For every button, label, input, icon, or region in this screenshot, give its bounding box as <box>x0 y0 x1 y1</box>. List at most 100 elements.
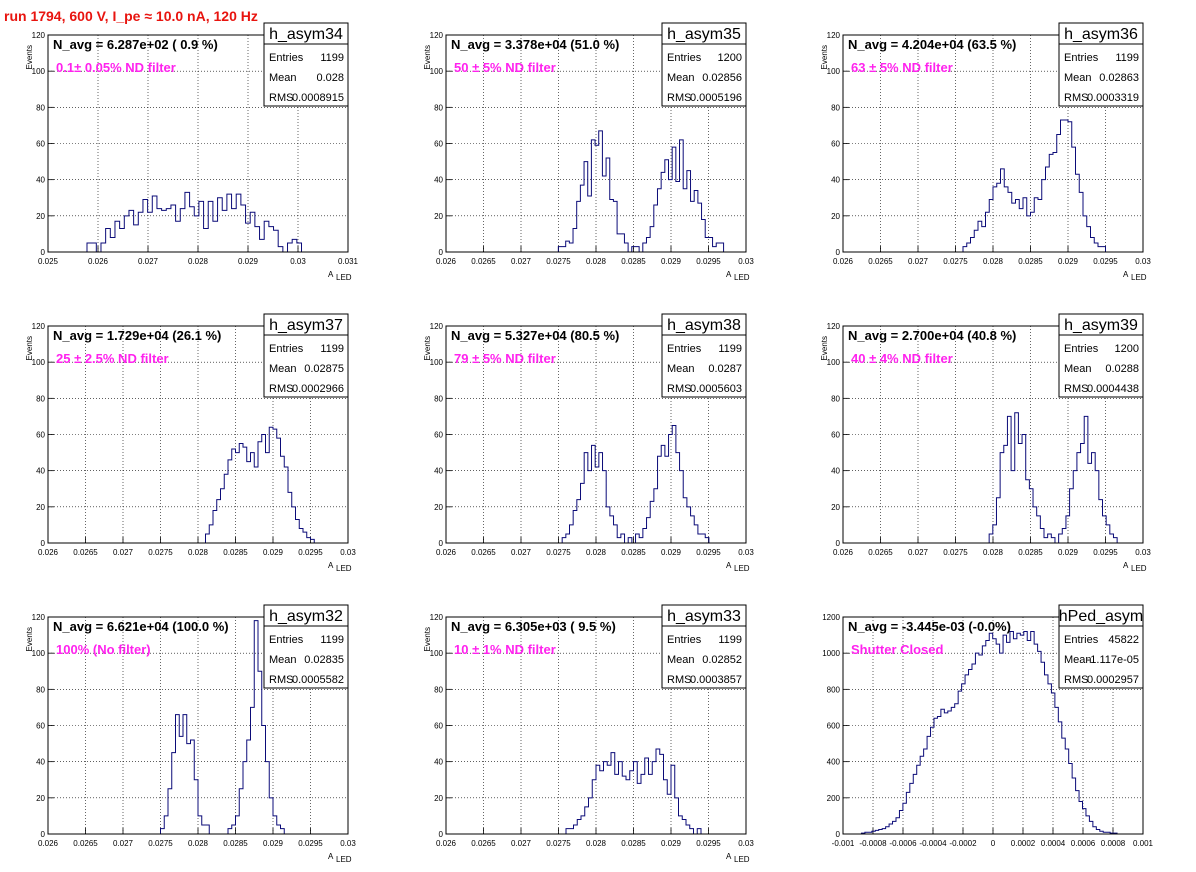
navg-label: N_avg = 5.327e+04 (80.5 %) <box>451 328 619 343</box>
y-axis-label: Events <box>423 336 432 360</box>
x-tick-label: 0.029 <box>1058 257 1079 266</box>
y-axis-label: Events <box>820 336 829 360</box>
stats-label: Entries <box>1064 343 1099 355</box>
x-tick-label: 0.001 <box>1133 839 1154 848</box>
y-tick-label: 120 <box>430 322 444 331</box>
stats-label: Entries <box>1064 634 1099 646</box>
stats-value: 0.0002957 <box>1087 674 1139 686</box>
x-tick-label: 0.0285 <box>621 839 646 848</box>
x-tick-label: 0.028 <box>983 548 1004 557</box>
histogram-panel-h_asym32: 0.026 0.0265 0.027 0.0275 0.028 0.0285 0.029 0.… <box>25 604 356 864</box>
y-tick-label: 100 <box>32 358 46 367</box>
stats-label: RMS <box>269 674 293 686</box>
y-tick-label: 20 <box>831 503 840 512</box>
stats-label: RMS <box>1064 383 1088 395</box>
x-tick-label: -0.0002 <box>949 839 977 848</box>
y-tick-label: 100 <box>430 649 444 658</box>
y-tick-label: 80 <box>36 394 45 403</box>
filter-label: 79 ± 5% ND filter <box>454 351 556 366</box>
y-tick-label: 40 <box>434 758 443 767</box>
stats-value: -1.117e-05 <box>1087 654 1139 666</box>
y-tick-label: 0 <box>41 830 46 839</box>
stats-value: 45822 <box>1108 634 1139 646</box>
histogram-name: h_asym35 <box>667 26 741 43</box>
y-tick-label: 80 <box>434 394 443 403</box>
x-tick-label: 0.0265 <box>471 257 496 266</box>
histogram-name: h_asym36 <box>1064 26 1138 43</box>
x-tick-label: 0.027 <box>511 548 532 557</box>
y-tick-label: 80 <box>831 394 840 403</box>
navg-label: N_avg = 6.287e+02 ( 0.9 %) <box>53 37 218 52</box>
x-tick-label: 0.0275 <box>546 257 571 266</box>
stats-value: 0.0008915 <box>292 92 344 104</box>
stats-label: Entries <box>667 343 702 355</box>
x-tick-label: 0.0275 <box>148 839 173 848</box>
y-axis-label: Events <box>25 627 34 651</box>
x-tick-label: 0.026 <box>436 257 457 266</box>
x-tick-label: 0.031 <box>338 257 359 266</box>
stats-value: 1199 <box>1115 52 1139 64</box>
x-tick-label: 0.0002 <box>1011 839 1036 848</box>
x-tick-label: 0.0285 <box>223 548 248 557</box>
x-axis-label: A <box>328 561 334 570</box>
x-tick-label: 0.0275 <box>546 839 571 848</box>
stats-value: 0.0005196 <box>690 92 742 104</box>
x-tick-label: 0.0265 <box>471 548 496 557</box>
histogram-series <box>554 748 728 835</box>
plot-frame <box>445 325 747 544</box>
navg-label: N_avg = -3.445e-03 (-0.0%) <box>848 619 1011 634</box>
stats-label: Mean <box>1064 363 1092 375</box>
stats-value: 1200 <box>718 52 742 64</box>
x-tick-label: 0.0275 <box>546 548 571 557</box>
x-tick-label: 0.026 <box>88 257 109 266</box>
histogram-panel-hPed_asym: -0.001 -0.0008 -0.0006 -0.0004 -0.0002 0 0.000… <box>822 604 1154 848</box>
histogram-name: h_asym32 <box>269 608 343 625</box>
plot-frame <box>842 34 1144 253</box>
y-tick-label: 400 <box>827 758 841 767</box>
x-axis-label: A <box>726 852 732 861</box>
stats-value: 0.0002966 <box>292 383 344 395</box>
filter-label: 10 ± 1% ND filter <box>454 642 556 657</box>
y-tick-label: 40 <box>831 176 840 185</box>
x-tick-label: 0.0285 <box>1018 257 1043 266</box>
histogram-name: h_asym33 <box>667 608 741 625</box>
x-tick-label: 0.028 <box>586 839 607 848</box>
plot-frame <box>842 325 1144 544</box>
x-tick-label: 0.027 <box>113 839 134 848</box>
x-tick-label: 0.03 <box>1135 548 1151 557</box>
stats-box <box>263 22 349 107</box>
x-tick-label: 0.0265 <box>73 548 98 557</box>
y-axis-label: Events <box>423 45 432 69</box>
navg-label: N_avg = 4.204e+04 (63.5 %) <box>848 37 1016 52</box>
x-axis-label-sub: LED <box>734 564 750 573</box>
y-tick-label: 80 <box>831 103 840 112</box>
y-tick-label: 20 <box>36 794 45 803</box>
y-tick-label: 60 <box>36 431 45 440</box>
stats-value: 0.02856 <box>702 72 742 84</box>
stats-value: 1199 <box>320 52 344 64</box>
stats-label: Mean <box>667 363 695 375</box>
stats-label: RMS <box>269 383 293 395</box>
x-axis-label: A <box>1123 561 1129 570</box>
histogram-panel-h_asym34: 0.025 0.026 0.027 0.028 0.029 0.03 0.031 0 20 40 6… <box>25 22 359 282</box>
y-tick-label: 60 <box>36 140 45 149</box>
y-tick-label: 40 <box>434 467 443 476</box>
stats-value: 0.02852 <box>702 654 742 666</box>
x-tick-label: 0.029 <box>238 257 259 266</box>
stats-value: 0.02835 <box>304 654 344 666</box>
x-tick-label: -0.0004 <box>919 839 947 848</box>
y-tick-label: 120 <box>32 613 46 622</box>
x-tick-label: 0.027 <box>138 257 159 266</box>
plot-frame <box>445 616 747 835</box>
stats-value: 1199 <box>718 634 742 646</box>
x-tick-label: 0.0295 <box>298 839 323 848</box>
y-axis-label: Events <box>25 45 34 69</box>
x-tick-label: 0.0008 <box>1101 839 1126 848</box>
x-tick-label: 0.03 <box>340 548 356 557</box>
stats-value: 0.02863 <box>1099 72 1139 84</box>
x-axis-label-sub: LED <box>336 273 352 282</box>
x-tick-label: -0.0008 <box>859 839 887 848</box>
x-tick-label: 0.029 <box>1058 548 1079 557</box>
x-axis-label-sub: LED <box>734 273 750 282</box>
filter-label: 63 ± 5% ND filter <box>851 60 953 75</box>
